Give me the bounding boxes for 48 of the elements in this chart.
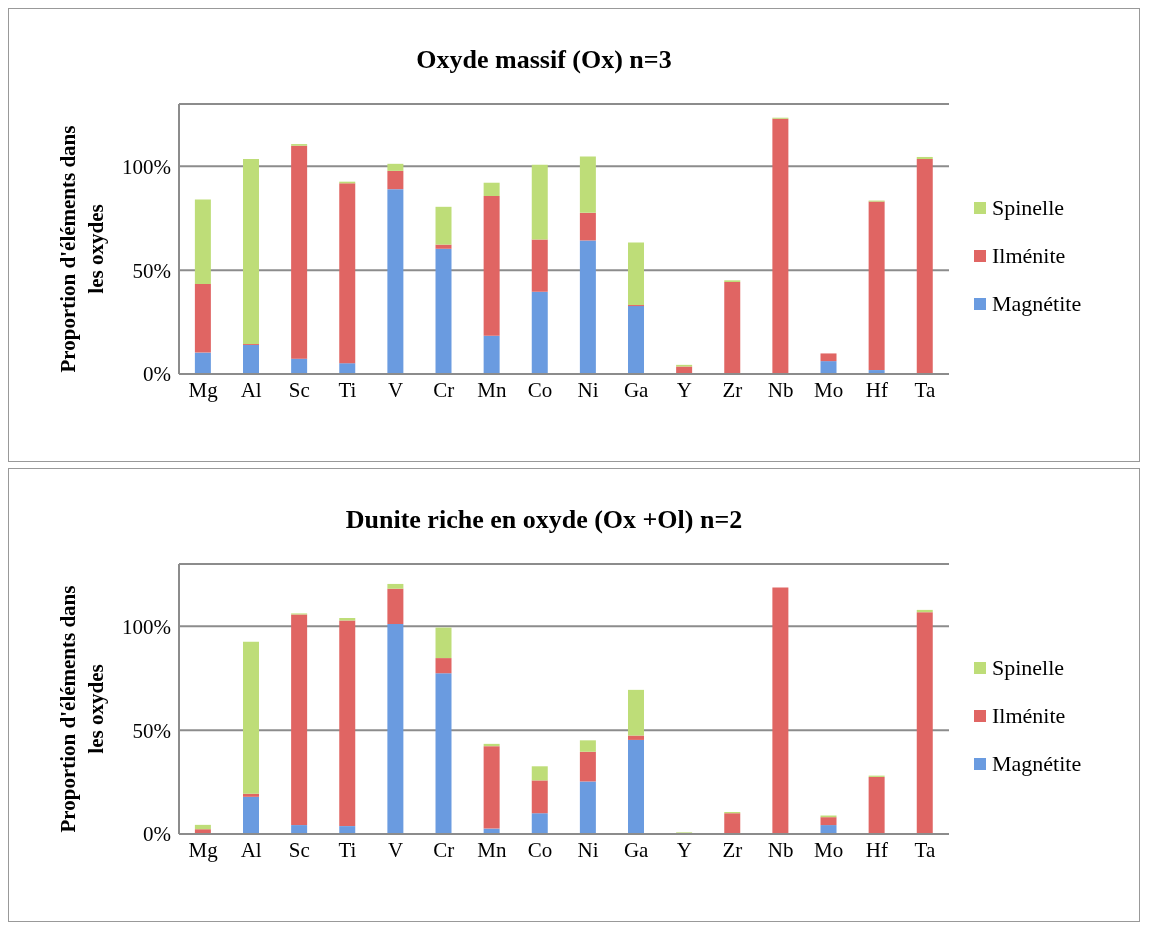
legend-label: Magnétite [992,291,1082,317]
x-tick-label: V [387,377,404,402]
y-tick-label: 100% [122,154,171,179]
x-tick-label: Sc [288,377,310,402]
x-tick-label: Zr [722,377,743,402]
chart-title: Oxyde massif (Ox) n=3 [415,45,673,75]
x-tick-label: Mg [188,377,219,402]
x-tick-label: Y [676,837,692,862]
y-tick-label: 0% [143,822,171,847]
chart-title: Dunite riche en oxyde (Ox +Ol) n=2 [344,505,744,535]
legend-label: Spinelle [992,655,1065,681]
legend-label: Ilménite [992,703,1066,729]
x-tick-label: Ga [623,837,650,862]
y-tick-label: 50% [132,718,171,743]
x-tick-label: Hf [865,377,888,402]
x-tick-label: Ti [338,837,357,862]
x-tick-label: Ni [577,837,599,862]
x-tick-label: Ga [623,377,650,402]
x-tick-label: Mn [477,377,507,402]
x-tick-label: Nb [767,837,794,862]
x-tick-label: Zr [722,837,743,862]
x-tick-label: Nb [767,377,794,402]
y-tick-label: 50% [132,258,171,283]
x-tick-label: Sc [288,837,310,862]
x-tick-label: Co [527,377,553,402]
x-tick-label: Mo [814,837,844,862]
x-tick-label: Hf [865,837,888,862]
x-tick-label: Al [240,837,262,862]
x-tick-label: Y [676,377,692,402]
legend-label: Spinelle [992,195,1065,221]
x-tick-label: Cr [433,837,455,862]
x-tick-label: Cr [433,377,455,402]
x-tick-label: Ni [577,377,599,402]
x-tick-label: V [387,837,404,862]
x-tick-label: Mn [477,837,507,862]
x-tick-label: Ta [914,377,936,402]
legend-label: Magnétite [992,751,1082,777]
x-tick-label: Co [527,837,553,862]
legend-label: Ilménite [992,243,1066,269]
x-tick-label: Al [240,377,262,402]
x-tick-label: Ti [338,377,357,402]
x-tick-label: Mg [188,837,219,862]
y-tick-label: 0% [143,362,171,387]
y-axis-title: Proportion d'éléments dans les oxydes [55,124,109,375]
y-tick-label: 100% [122,614,171,639]
y-axis-title: Proportion d'éléments dans les oxydes [55,584,109,835]
x-tick-label: Mo [814,377,844,402]
x-tick-label: Ta [914,837,936,862]
